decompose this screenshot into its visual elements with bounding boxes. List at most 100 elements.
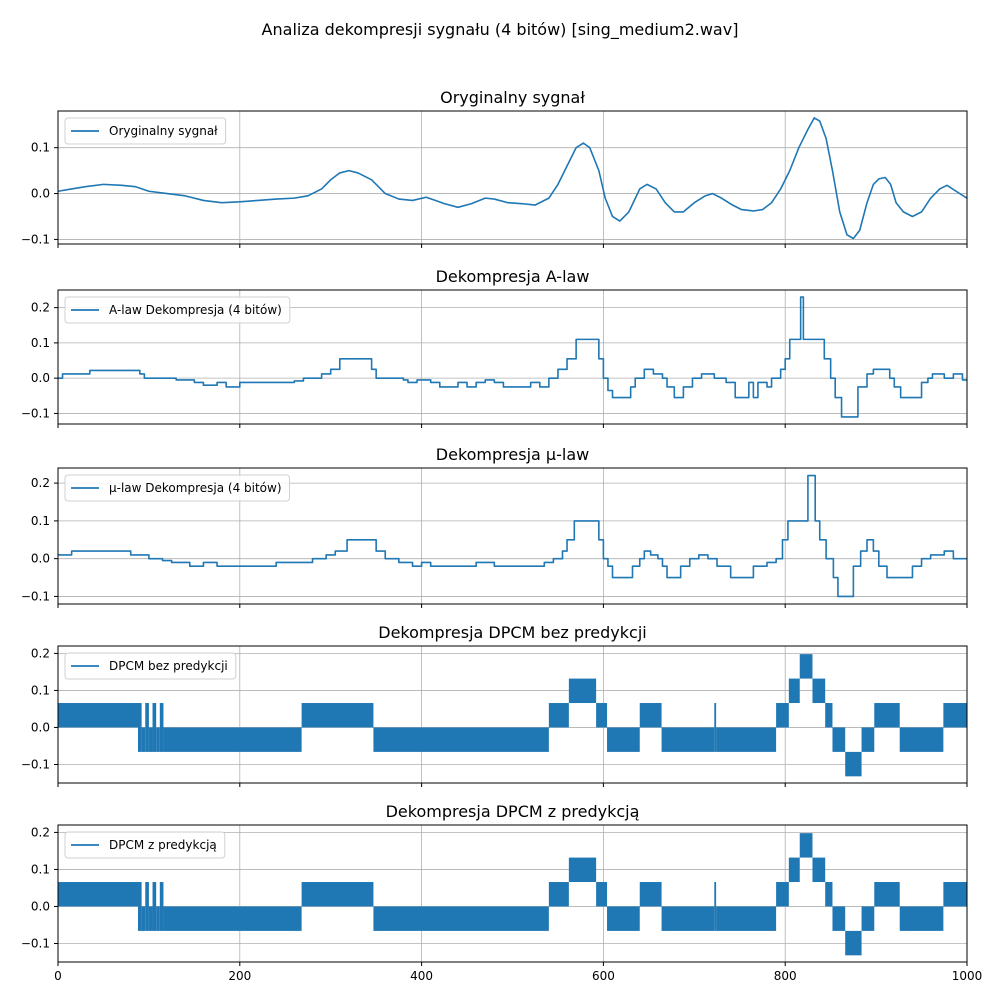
signal-band — [145, 703, 149, 752]
signal-band — [861, 906, 875, 931]
x-tick-label: 1000 — [952, 969, 983, 983]
y-tick-label: 0.2 — [31, 825, 50, 839]
figure-suptitle: Analiza dekompresji sygnału (4 bitów) [s… — [262, 20, 739, 40]
signal-band — [661, 906, 715, 931]
legend-box — [64, 296, 291, 324]
signal-band — [874, 882, 900, 907]
y-tick-label: 0.2 — [31, 646, 50, 660]
subplot-title: Dekompresja A-law — [436, 267, 590, 286]
signal-band — [568, 678, 597, 704]
x-tick-label: 800 — [774, 969, 797, 983]
legend-label: Oryginalny sygnał — [109, 124, 218, 138]
signal-band — [714, 703, 717, 752]
series-line — [58, 474, 967, 598]
subplot-title: Dekompresja μ-law — [436, 445, 589, 464]
subplot-5: −0.1 0.0 0.1 0.2 0 200 400 600 800 1000 Dekompresj… — [21, 802, 982, 983]
signal-band — [596, 703, 608, 728]
signal-band — [788, 857, 800, 883]
signal-band — [148, 906, 153, 931]
subplot-title: Dekompresja DPCM z predykcją — [386, 802, 640, 821]
signal-band — [607, 727, 640, 752]
signal-band — [845, 751, 862, 777]
y-tick-label: 0.0 — [31, 187, 50, 201]
axes-frame — [57, 645, 968, 784]
signal-band — [58, 703, 138, 728]
series-line — [58, 296, 967, 418]
subplot-2: −0.1 0.0 0.1 0.2 Dekompresja A-law A-law Deko… — [21, 267, 968, 428]
signal-band — [639, 882, 662, 907]
signal-band — [776, 703, 789, 728]
legend-label: A-law Dekompresja (4 bitów) — [109, 303, 282, 317]
y-tick-label: 0.1 — [31, 141, 50, 155]
legend: μ-law Dekompresja (4 bitów) — [64, 474, 290, 502]
signal-band — [152, 703, 157, 752]
y-tick-label: −0.1 — [21, 589, 50, 603]
legend: Oryginalny sygnał — [64, 117, 227, 145]
y-tick-label: −0.1 — [21, 757, 50, 771]
signal-band — [943, 882, 967, 907]
signal-band — [825, 703, 833, 728]
signal-band — [799, 654, 813, 679]
signal-band — [301, 882, 374, 907]
signal-band — [58, 882, 138, 907]
legend-box — [64, 652, 237, 680]
axes-frame — [57, 824, 968, 963]
legend-box — [64, 117, 227, 145]
series-bands — [58, 654, 967, 777]
signal-band — [548, 882, 569, 907]
signal-band — [812, 678, 826, 704]
y-tick-label: 0.2 — [31, 301, 50, 315]
signal-band — [861, 727, 875, 752]
signal-band — [874, 703, 900, 728]
signal-band — [159, 703, 164, 752]
legend-box — [64, 474, 290, 502]
signal-band — [832, 727, 846, 752]
legend: DPCM z predykcją — [64, 831, 226, 859]
signal-band — [661, 727, 715, 752]
subplot-title: Oryginalny sygnał — [440, 88, 585, 107]
y-tick-label: 0.1 — [31, 514, 50, 528]
signal-band — [568, 857, 597, 883]
y-tick-label: 0.1 — [31, 336, 50, 350]
signal-band — [716, 727, 777, 752]
signal-band — [141, 727, 146, 752]
signal-band — [799, 833, 813, 858]
signal-band — [716, 906, 777, 931]
signal-band — [845, 930, 862, 956]
legend-label: DPCM bez predykcji — [109, 659, 228, 673]
x-tick-label: 0 — [54, 969, 62, 983]
signal-band — [137, 703, 142, 752]
signal-band — [776, 882, 789, 907]
signal-band — [156, 906, 160, 931]
signal-band — [825, 882, 833, 907]
signal-band — [788, 678, 800, 704]
signal-band — [373, 727, 549, 752]
legend: A-law Dekompresja (4 bitów) — [64, 296, 291, 324]
signal-band — [639, 703, 662, 728]
axes-frame — [57, 467, 968, 605]
signal-band — [714, 882, 717, 931]
y-tick-label: 0.2 — [31, 476, 50, 490]
signal-band — [152, 882, 157, 931]
signal-band — [899, 727, 944, 752]
series-line — [58, 117, 967, 240]
y-tick-label: 0.0 — [31, 552, 50, 566]
signal-band — [548, 703, 569, 728]
signal-band — [137, 882, 142, 931]
legend-label: DPCM z predykcją — [109, 838, 217, 852]
legend-box — [64, 831, 226, 859]
x-tick-label: 200 — [228, 969, 251, 983]
y-tick-label: −0.1 — [21, 232, 50, 246]
subplot-4: −0.1 0.0 0.1 0.2 Dekompresja DPCM bez predyk… — [21, 623, 968, 787]
y-tick-label: −0.1 — [21, 406, 50, 420]
signal-band — [148, 727, 153, 752]
x-tick-label: 400 — [410, 969, 433, 983]
signal-band — [163, 906, 302, 931]
signal-band — [159, 882, 164, 931]
signal-band — [141, 906, 146, 931]
y-tick-label: 0.1 — [31, 862, 50, 876]
signal-band — [832, 906, 846, 931]
axes-frame — [57, 110, 968, 245]
subplot-1: −0.1 0.0 0.1 Oryginalny sygnał Oryginalny sy… — [21, 88, 968, 248]
